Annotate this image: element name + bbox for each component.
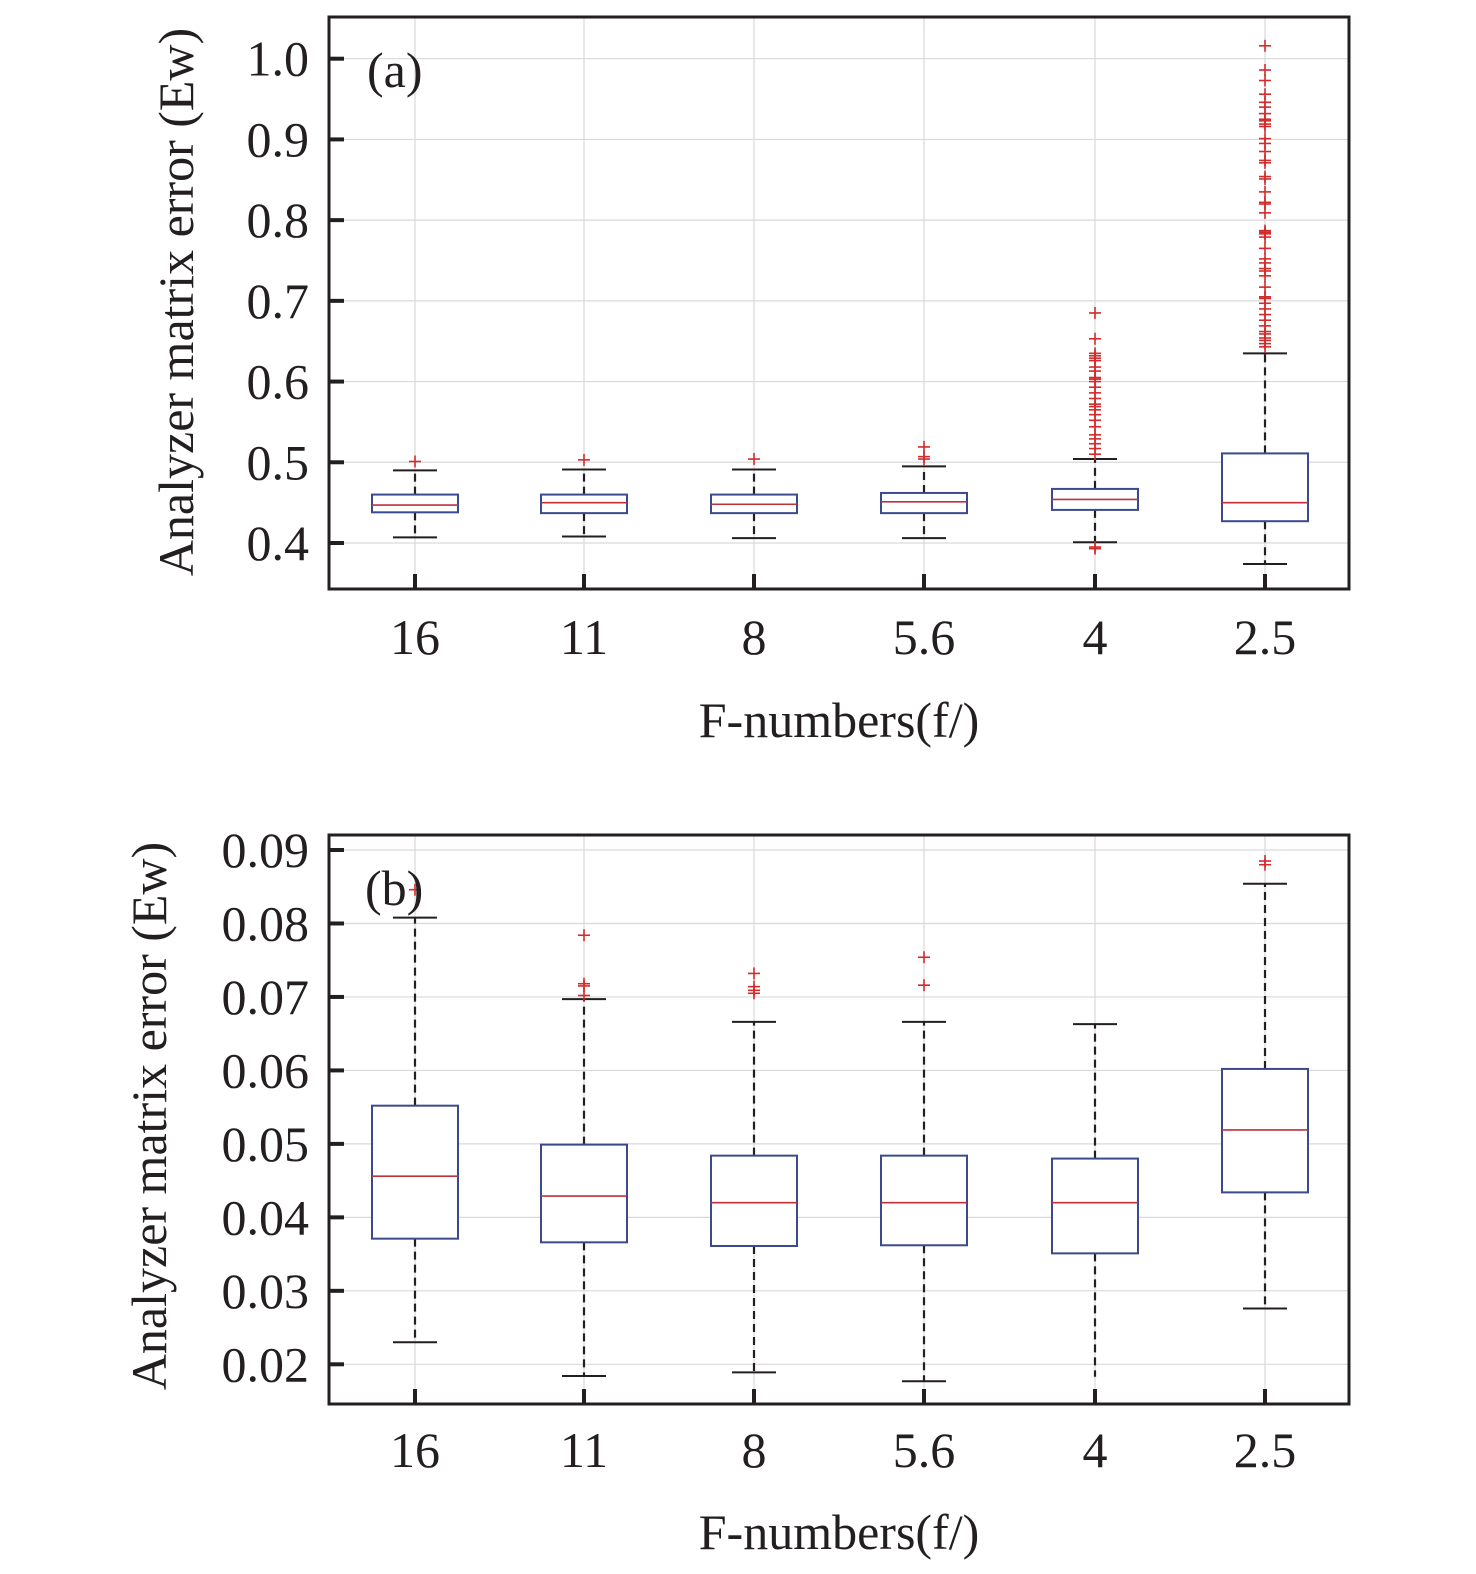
x-tick-label: 11 (560, 609, 608, 665)
box-5.6 (880, 440, 968, 540)
outlier-point (1259, 196, 1271, 209)
outlier-point (918, 979, 930, 992)
panel-a: 0.4 0.5 0.6 0.7 0.8 0.9 1.0 16 11 8 5.6 4 2.5 (a) An… (148, 15, 1351, 748)
plot-frame-b (327, 833, 1351, 1406)
grid-a (329, 17, 1349, 589)
box-11 (540, 929, 628, 1378)
y-tick-label: 0.5 (247, 434, 310, 490)
x-tick-label: 8 (742, 1422, 767, 1478)
x-tick-label: 16 (390, 1422, 440, 1478)
plot-frame-a (327, 15, 1351, 591)
panel-label-b: (b) (365, 860, 423, 916)
outlier-point (1259, 252, 1271, 265)
iqr-box (371, 493, 459, 514)
x-tick-label: 2.5 (1234, 609, 1297, 665)
outlier-point (578, 977, 590, 990)
y-tick-label: 0.02 (222, 1336, 310, 1392)
y-tick-label: 0.06 (222, 1042, 310, 1098)
outlier-point (1089, 347, 1101, 360)
y-tick-label: 0.6 (247, 354, 310, 410)
y-tick-label: 0.03 (222, 1263, 310, 1319)
box-16 (371, 883, 459, 1344)
outlier-point (1259, 132, 1271, 145)
y-tick-label: 0.08 (222, 895, 310, 951)
outlier-point (748, 967, 760, 980)
x-tick-label: 5.6 (893, 609, 956, 665)
y-tick-label: 0.7 (247, 273, 310, 329)
box-8 (710, 453, 798, 540)
outlier-point (1259, 74, 1271, 87)
outlier-point (748, 453, 760, 466)
outlier-point (1089, 306, 1101, 319)
outlier-point (1259, 185, 1271, 198)
x-tick-label: 8 (742, 609, 767, 665)
iqr-box (371, 1104, 459, 1240)
x-tick-label: 4 (1083, 1422, 1108, 1478)
outlier-point (1259, 64, 1271, 77)
box-4 (1051, 306, 1139, 555)
boxes-b (371, 855, 1309, 1383)
x-tick-label: 16 (390, 609, 440, 665)
iqr-box (880, 491, 968, 515)
outlier-point (1259, 281, 1271, 294)
iqr-box (540, 493, 628, 515)
iqr-box (880, 1154, 968, 1247)
box-16 (371, 455, 459, 539)
boxes-a (371, 39, 1309, 565)
iqr-box (1051, 1157, 1139, 1255)
outlier-point (1259, 170, 1271, 183)
iqr-box (1221, 452, 1309, 523)
y-tick-label: 0.07 (222, 969, 310, 1025)
outlier-point (918, 951, 930, 964)
outlier-point (1089, 541, 1101, 554)
iqr-box (540, 1143, 628, 1244)
outlier-point (748, 980, 760, 993)
panel-label-a: (a) (367, 42, 423, 98)
box-4 (1051, 1023, 1139, 1377)
outlier-point (1089, 332, 1101, 345)
y-tick-label: 0.05 (222, 1116, 310, 1172)
outlier-point (1259, 224, 1271, 237)
y-tick-label: 0.8 (247, 192, 310, 248)
y-axis-title-b: Analyzer matrix error (Ew) (121, 842, 177, 1390)
grid-b (329, 835, 1349, 1404)
y-tick-label: 0.9 (247, 111, 310, 167)
y-axis-title-a: Analyzer matrix error (Ew) (148, 28, 204, 576)
outlier-point (409, 455, 421, 468)
x-tick-label: 2.5 (1234, 1422, 1297, 1478)
outlier-point (918, 440, 930, 453)
box-2.5 (1221, 855, 1309, 1310)
outlier-point (409, 883, 421, 896)
x-tick-label: 5.6 (893, 1422, 956, 1478)
iqr-box (710, 1154, 798, 1248)
box-2.5 (1221, 39, 1309, 565)
y-tick-label: 0.4 (247, 515, 310, 571)
x-tick-label: 4 (1083, 609, 1108, 665)
x-axis-title-a: F-numbers(f/) (699, 692, 980, 748)
box-5.6 (880, 951, 968, 1383)
box-11 (540, 453, 628, 538)
outlier-point (578, 929, 590, 942)
panel-b: 0.02 0.03 0.04 0.05 0.06 0.07 0.08 0.09 16 11 8 5.6… (121, 822, 1351, 1560)
y-tick-label: 0.04 (222, 1189, 310, 1245)
y-tick-label: 1.0 (247, 31, 310, 87)
y-tick-label: 0.09 (222, 822, 310, 878)
box-8 (710, 967, 798, 1374)
outlier-point (578, 453, 590, 466)
outlier-point (1259, 88, 1271, 101)
ticks-b: 0.02 0.03 0.04 0.05 0.06 0.07 0.08 0.09 16 11 8 5.6… (222, 822, 1297, 1478)
x-axis-title-b: F-numbers(f/) (699, 1504, 980, 1560)
outlier-point (1259, 39, 1271, 52)
outlier-point (1259, 855, 1271, 868)
x-tick-label: 11 (560, 1422, 608, 1478)
ticks-a: 0.4 0.5 0.6 0.7 0.8 0.9 1.0 16 11 8 5.6 4 2.5 (247, 31, 1297, 665)
outlier-point (1259, 242, 1271, 255)
